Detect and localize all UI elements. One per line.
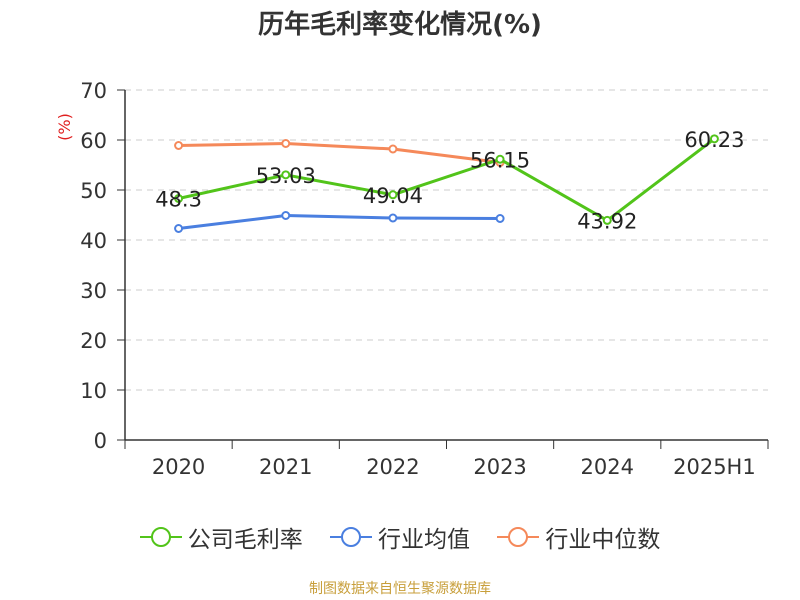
source-note: 制图数据来自恒生聚源数据库 <box>309 581 491 597</box>
data-point <box>388 213 398 223</box>
legend-label: 行业均值 <box>378 527 470 553</box>
data-point <box>388 190 398 200</box>
data-point <box>174 194 184 203</box>
x-tick-label: 2022 <box>366 455 419 479</box>
data-point <box>174 141 184 150</box>
x-tick-label: 2024 <box>581 455 634 479</box>
legend: 公司毛利率 行业均值 行业中位数 <box>0 520 800 554</box>
y-tick-label: 60 <box>80 129 107 153</box>
legend-item-company[interactable]: 公司毛利率 <box>139 520 303 554</box>
x-tick-label: 2025H1 <box>673 455 756 479</box>
data-point <box>495 154 505 164</box>
data-label: 49.04 <box>363 184 423 208</box>
y-tick-label: 70 <box>80 79 107 103</box>
data-point <box>174 224 184 233</box>
legend-line-marker-icon <box>497 527 540 547</box>
data-point <box>281 211 291 220</box>
series-line <box>178 141 501 164</box>
data-label: 43.92 <box>577 209 637 233</box>
data-point <box>495 214 505 223</box>
series-line <box>178 137 716 223</box>
y-tick-label: 0 <box>94 429 107 453</box>
data-point <box>388 144 398 154</box>
legend-line-marker-icon <box>139 527 182 547</box>
data-point <box>709 134 719 144</box>
y-tick-label: 20 <box>80 329 107 353</box>
legend-label: 行业中位数 <box>545 527 661 553</box>
y-axis-label: (%) <box>55 113 74 141</box>
series-line <box>178 213 501 230</box>
data-point <box>281 170 291 180</box>
data-point <box>281 139 291 148</box>
data-label: 53.03 <box>256 164 316 188</box>
x-tick-label: 2020 <box>152 455 205 479</box>
x-tick-label: 2023 <box>473 455 526 479</box>
data-point <box>602 215 612 225</box>
legend-item-industry-median[interactable]: 行业中位数 <box>497 520 660 554</box>
legend-label: 公司毛利率 <box>187 527 303 553</box>
chart-title: 历年毛利率变化情况(%) <box>258 10 542 40</box>
y-tick-label: 30 <box>80 279 107 303</box>
data-label: 56.15 <box>470 148 530 172</box>
legend-line-marker-icon <box>330 527 372 547</box>
y-tick-label: 50 <box>80 179 107 203</box>
legend-item-industry-mean[interactable]: 行业均值 <box>330 520 470 554</box>
x-tick-label: 2021 <box>259 455 312 479</box>
y-tick-label: 10 <box>80 379 107 403</box>
y-tick-label: 40 <box>80 229 107 253</box>
data-label: 60.23 <box>684 128 744 152</box>
data-label: 48.3 <box>155 188 202 212</box>
